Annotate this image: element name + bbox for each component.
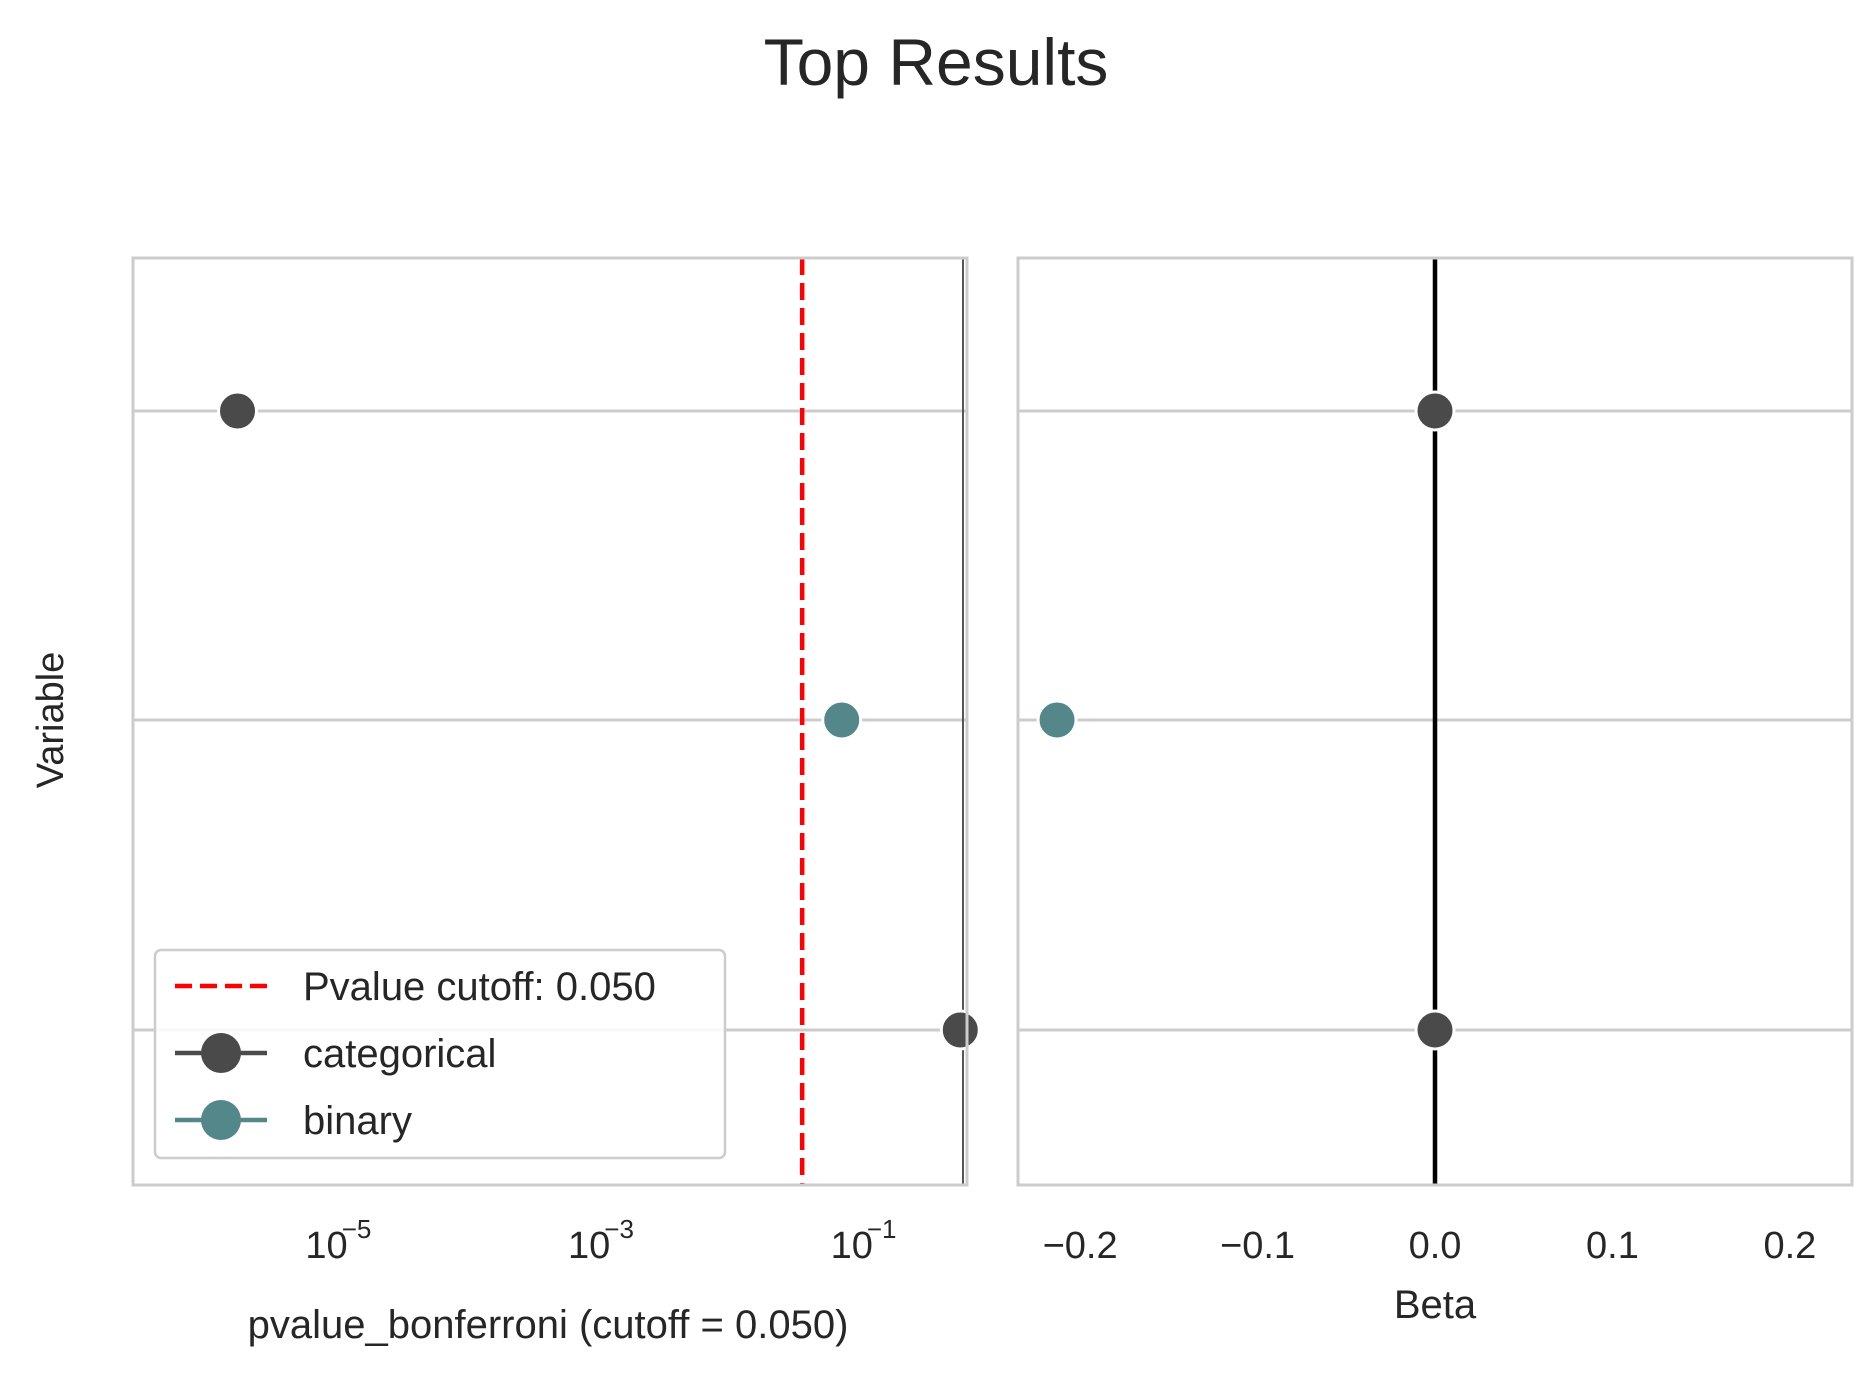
y-axis-label: Variable xyxy=(30,652,72,789)
right-x-tick-label-3: 0.1 xyxy=(1586,1225,1639,1267)
point-binary-1 xyxy=(821,699,863,741)
legend-box xyxy=(153,948,727,1160)
beta-panel: −0.2 −0.1 0.0 0.1 0.2 Beta xyxy=(1016,256,1854,1327)
point-categorical-0 xyxy=(216,390,258,432)
beta-point-categorical-0 xyxy=(1414,390,1456,432)
pvalue-panel: 10−5 10−3 10−1 pvalue_bonferroni (cutoff =… xyxy=(131,256,981,1347)
left-x-tick-label-1: 10 xyxy=(568,1225,610,1267)
left-x-tick-exponent-1: −3 xyxy=(604,1214,634,1244)
right-x-tick-label-1: −0.1 xyxy=(1220,1225,1295,1267)
left-plot-frame xyxy=(131,256,969,1187)
left-x-tick-label-2: 10 xyxy=(831,1225,873,1267)
left-x-tick-exponent-2: −1 xyxy=(867,1214,897,1244)
legend-label-2: binary xyxy=(303,1099,412,1143)
legend: Pvalue cutoff: 0.050 categorical binary xyxy=(153,948,727,1160)
right-points xyxy=(1036,390,1456,1051)
left-points xyxy=(216,390,981,1051)
beta-point-binary-1 xyxy=(1036,699,1078,741)
right-x-tick-label-2: 0.0 xyxy=(1409,1225,1462,1267)
legend-binary-swatch-marker xyxy=(201,1100,241,1140)
right-x-tick-label-0: −0.2 xyxy=(1043,1225,1118,1267)
left-x-tick-labels: 10−5 10−3 10−1 xyxy=(305,1214,896,1267)
legend-label-0: Pvalue cutoff: 0.050 xyxy=(303,965,656,1009)
left-x-axis-label: pvalue_bonferroni (cutoff = 0.050) xyxy=(248,1303,849,1347)
beta-point-categorical-2 xyxy=(1414,1009,1456,1051)
chart-title: Top Results xyxy=(764,25,1109,99)
legend-label-1: categorical xyxy=(303,1032,496,1076)
right-plot-frame xyxy=(1016,256,1854,1187)
left-x-tick-label-0: 10 xyxy=(305,1225,347,1267)
right-x-axis-label: Beta xyxy=(1394,1283,1477,1327)
legend-categorical-swatch-marker xyxy=(201,1033,241,1073)
point-categorical-2 xyxy=(939,1009,981,1051)
right-x-tick-labels: −0.2 −0.1 0.0 0.1 0.2 xyxy=(1043,1225,1817,1267)
left-x-tick-exponent-0: −5 xyxy=(342,1214,372,1244)
right-x-tick-label-4: 0.2 xyxy=(1763,1225,1816,1267)
